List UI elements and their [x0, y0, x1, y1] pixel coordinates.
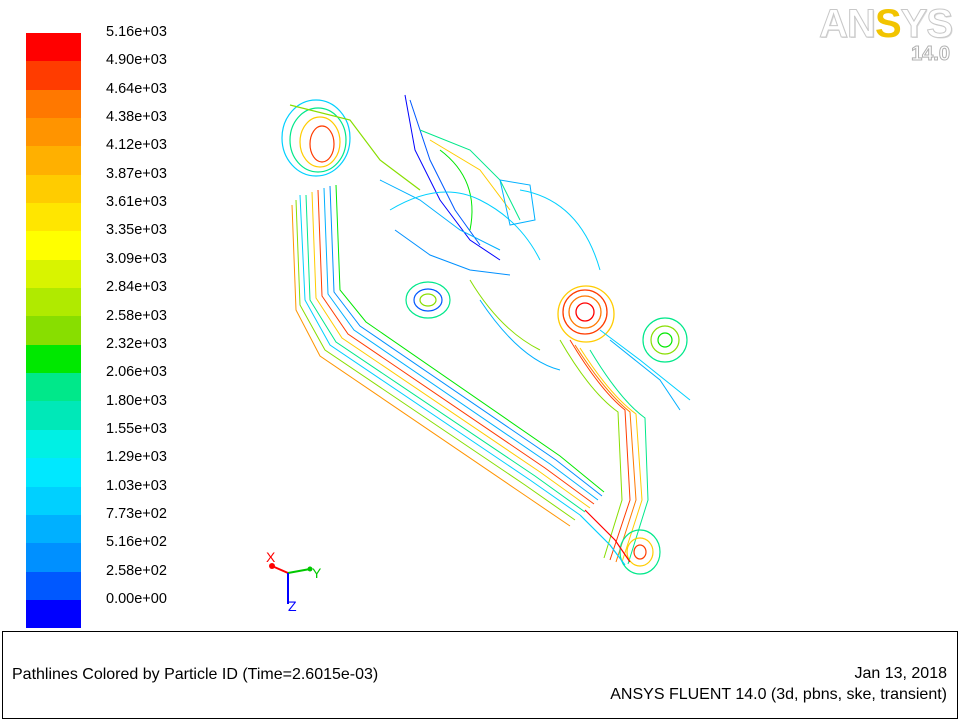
logo-brand: ANSYS — [819, 2, 954, 46]
colorbar-tick-label: 3.61e+03 — [106, 194, 167, 211]
axis-triad: X Y Z — [266, 549, 322, 614]
cluster-top-center — [379, 94, 601, 371]
colorbar-tick-label: 3.87e+03 — [106, 165, 167, 182]
colorbar-tick-label: 2.06e+03 — [106, 364, 167, 381]
colorbar-tick-label: 1.29e+03 — [106, 449, 167, 466]
colorbar-tick-label: 4.38e+03 — [106, 109, 167, 126]
channel-right — [559, 329, 691, 565]
colorbar-swatch — [26, 118, 81, 147]
colorbar-tick-label: 5.16e+02 — [106, 534, 167, 551]
colorbar-tick-label: 1.80e+03 — [106, 392, 167, 409]
colorbar-swatch — [26, 316, 81, 345]
colorbar-tick-label: 4.90e+03 — [106, 52, 167, 69]
colorbar-swatch — [26, 429, 81, 459]
colorbar-tick-label: 2.58e+03 — [106, 307, 167, 324]
colorbar-swatch — [26, 89, 81, 119]
colorbar-swatch — [26, 259, 81, 289]
colorbar-tick-label: 2.84e+03 — [106, 279, 167, 296]
colorbar-swatch — [26, 174, 81, 204]
axis-y-label: Y — [312, 565, 322, 581]
colorbar-swatch — [26, 571, 81, 600]
ansys-logo: ANSYS 14.0 — [819, 2, 954, 65]
colorbar-swatch — [26, 599, 81, 629]
logo-version: 14.0 — [911, 43, 951, 65]
colorbar-tick-label: 7.73e+02 — [106, 505, 167, 522]
colorbar-swatch — [26, 288, 81, 317]
swirl-right — [642, 317, 688, 363]
colorbar-tick-label: 2.58e+02 — [106, 562, 167, 579]
solver-info: ANSYS FLUENT 14.0 (3d, pbns, ske, transi… — [610, 686, 947, 703]
colorbar-swatch — [26, 146, 81, 175]
swirl-bottom — [579, 509, 661, 575]
colorbar-tick-label: 4.12e+03 — [106, 137, 167, 154]
colorbar-swatch — [26, 344, 81, 374]
axis-z-label: Z — [288, 598, 297, 614]
vortex-red — [557, 285, 615, 343]
colorbar — [26, 33, 81, 629]
colorbar-tick-label: 1.03e+03 — [106, 477, 167, 494]
colorbar-tick-label: 1.55e+03 — [106, 420, 167, 437]
colorbar-tick-label: 5.16e+03 — [106, 24, 167, 40]
channel-main — [291, 184, 605, 527]
colorbar-tick-label: 0.00e+00 — [106, 591, 167, 607]
colorbar-tick-label: 2.32e+03 — [106, 335, 167, 352]
colorbar-swatch — [26, 61, 81, 90]
graphics-viewport[interactable]: 5.16e+03 4.90e+03 4.64e+03 4.38e+03 4.12e+03… — [0, 0, 960, 630]
swirl-top-left — [281, 99, 421, 191]
pathlines-plot — [281, 94, 691, 575]
colorbar-tick-label: 4.64e+03 — [106, 80, 167, 97]
axis-x-label: X — [266, 549, 276, 565]
colorbar-swatch — [26, 514, 81, 544]
colorbar-swatch — [26, 231, 81, 260]
colorbar-swatch — [26, 543, 81, 572]
colorbar-swatch — [26, 458, 81, 487]
colorbar-tick-label: 3.09e+03 — [106, 250, 167, 267]
plot-date: Jan 13, 2018 — [854, 665, 947, 682]
colorbar-tick-label: 3.35e+03 — [106, 222, 167, 239]
colorbar-swatch — [26, 486, 81, 515]
plot-title: Pathlines Colored by Particle ID (Time=2… — [12, 666, 379, 683]
colorbar-swatch — [26, 33, 81, 62]
swirl-center — [405, 281, 451, 319]
colorbar-swatch — [26, 373, 81, 402]
title-block: Pathlines Colored by Particle ID (Time=2… — [2, 631, 958, 719]
colorbar-swatch — [26, 203, 81, 232]
colorbar-swatch — [26, 401, 81, 430]
